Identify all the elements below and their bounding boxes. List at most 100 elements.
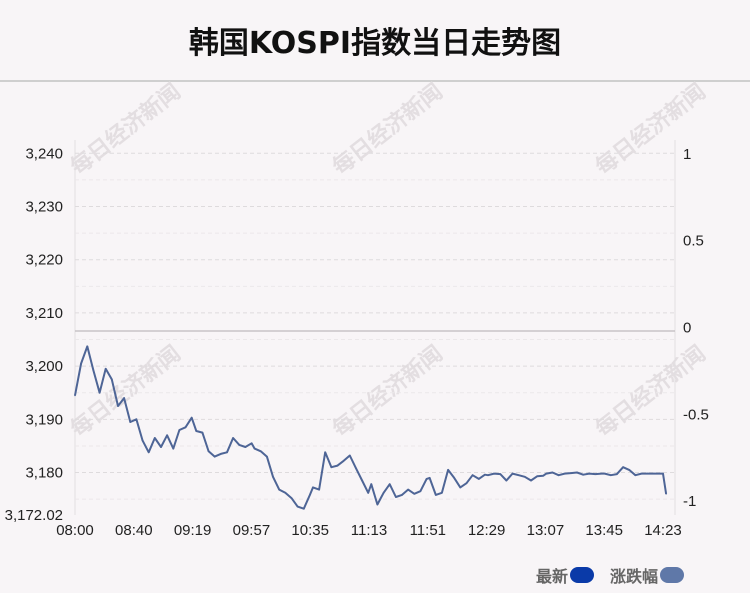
x-tick-label: 08:40 <box>115 522 153 539</box>
watermark-text: 每日经济新闻 <box>328 79 448 181</box>
y2-tick-label: 1 <box>683 146 691 163</box>
data-point <box>330 466 333 469</box>
data-point <box>459 486 462 489</box>
legend-item-change[interactable]: 涨跌幅 <box>610 563 684 587</box>
data-point <box>542 474 545 477</box>
legend-swatch-change <box>660 567 684 583</box>
y-tick-label: 3,220 <box>25 252 63 269</box>
watermark-text: 每日经济新闻 <box>591 79 711 181</box>
data-point <box>653 472 655 475</box>
data-point <box>296 505 299 508</box>
x-tick-label: 10:35 <box>291 522 329 539</box>
data-point <box>576 471 578 474</box>
y-tick-label: 3,240 <box>25 145 63 162</box>
data-point <box>388 483 391 486</box>
data-point <box>530 479 532 482</box>
data-point <box>213 455 216 458</box>
data-point <box>505 479 508 482</box>
x-tick-label: 14:23 <box>644 522 682 539</box>
data-point <box>395 496 397 498</box>
data-point <box>382 492 385 494</box>
title-divider <box>0 80 750 82</box>
watermark-text: 每日经济新闻 <box>328 341 448 443</box>
data-point <box>86 345 89 348</box>
data-point <box>154 437 156 439</box>
data-point <box>665 493 667 495</box>
data-point <box>238 444 241 446</box>
data-point <box>493 472 495 475</box>
data-point <box>147 451 150 454</box>
data-point <box>184 426 187 429</box>
y-min-label: 3,172.02 <box>5 507 63 524</box>
data-point <box>244 446 247 448</box>
data-point <box>659 472 661 475</box>
legend-item-latest[interactable]: 最新 <box>536 563 594 587</box>
data-point <box>250 442 253 445</box>
data-point <box>435 494 437 496</box>
data-point <box>570 472 572 474</box>
data-point <box>610 474 612 477</box>
data-point <box>487 474 489 477</box>
y-tick-label: 3,200 <box>25 358 63 375</box>
watermark-text: 每日经济新闻 <box>591 341 711 443</box>
data-point <box>628 469 630 471</box>
data-point <box>447 469 449 471</box>
data-point <box>662 472 664 475</box>
data-point <box>646 472 649 475</box>
data-point <box>588 472 591 475</box>
data-point <box>195 430 198 432</box>
data-point <box>172 447 175 450</box>
data-point <box>401 494 403 496</box>
data-point <box>603 472 606 475</box>
data-point <box>201 431 204 434</box>
data-point <box>160 446 162 448</box>
y2-tick-label: -1 <box>683 493 696 510</box>
data-point <box>342 460 345 462</box>
data-point <box>517 474 520 477</box>
data-point <box>111 378 113 381</box>
data-point <box>232 437 234 439</box>
data-point <box>135 418 138 421</box>
chart-title: 韩国KOSPI指数当日走势图 <box>188 26 562 61</box>
data-point <box>80 362 82 365</box>
data-point <box>499 473 502 475</box>
data-point <box>166 434 168 437</box>
data-point <box>465 482 468 485</box>
watermark-text: 每日经济新闻 <box>66 79 186 181</box>
data-point <box>557 474 560 477</box>
data-point <box>453 477 456 479</box>
data-point <box>178 429 181 431</box>
data-point <box>441 492 443 494</box>
legend-label-latest: 最新 <box>535 567 568 586</box>
data-point <box>278 488 281 491</box>
data-point <box>413 493 416 495</box>
x-tick-label: 12:29 <box>468 522 506 539</box>
data-point <box>355 467 357 470</box>
data-point <box>220 453 222 455</box>
data-point <box>594 473 597 475</box>
data-point <box>98 391 101 394</box>
x-tick-label: 13:45 <box>585 522 623 539</box>
data-point <box>582 473 584 476</box>
data-point <box>471 474 474 477</box>
data-point <box>419 490 422 493</box>
data-point <box>104 368 107 370</box>
legend-label-change: 涨跌幅 <box>609 567 658 586</box>
y2-tick-label: -0.5 <box>683 406 709 423</box>
data-point <box>272 476 274 478</box>
x-tick-label: 08:00 <box>56 522 94 539</box>
data-point <box>616 473 618 475</box>
series-line-latest <box>74 345 668 510</box>
data-point <box>407 488 409 491</box>
data-point <box>428 477 431 479</box>
x-tick-label: 11:51 <box>410 522 446 539</box>
data-point <box>266 455 268 458</box>
data-point <box>117 405 119 407</box>
data-point <box>92 369 95 372</box>
data-point <box>141 439 144 442</box>
data-point <box>260 450 262 453</box>
y2-tick-label: 0.5 <box>683 233 704 250</box>
data-point <box>600 472 603 475</box>
data-point <box>303 507 305 510</box>
